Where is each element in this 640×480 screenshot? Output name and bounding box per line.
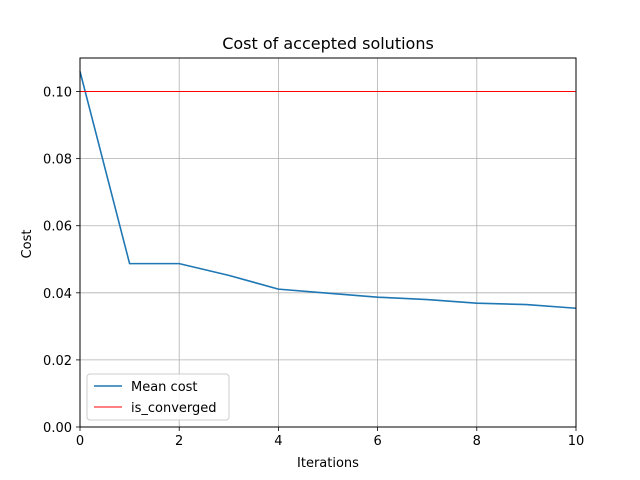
legend-label: is_converged [131, 401, 217, 416]
mean-cost-line [79, 71, 577, 310]
x-axis-label: Iterations [297, 456, 359, 471]
legend-box [86, 373, 230, 421]
axis-ticks: 0 2 4 6 8 10 0.00 0.02 0.04 0.06 0.08 0.10 [43, 86, 584, 449]
y-tick-label: 0.02 [43, 354, 72, 369]
y-tick-label: 0.10 [43, 86, 72, 101]
x-tick-label: 8 [473, 434, 481, 449]
plot-area-frame [79, 57, 577, 428]
x-tick-label: 0 [76, 434, 84, 449]
x-tick-label: 2 [175, 434, 183, 449]
chart-title: Cost of accepted solutions [222, 34, 434, 53]
legend-label: Mean cost [131, 380, 198, 395]
y-tick-label: 0.04 [43, 287, 72, 302]
y-tick-label: 0.06 [43, 220, 72, 235]
x-tick-label: 10 [568, 434, 585, 449]
grid-lines [79, 58, 577, 428]
x-tick-label: 6 [373, 434, 381, 449]
legend: Mean cost is_converged [86, 373, 230, 421]
x-tick-label: 4 [274, 434, 282, 449]
y-axis-label: Cost [20, 230, 35, 259]
series-layer [79, 71, 577, 310]
y-tick-label: 0.08 [43, 153, 72, 168]
y-tick-label: 0.00 [43, 421, 72, 436]
